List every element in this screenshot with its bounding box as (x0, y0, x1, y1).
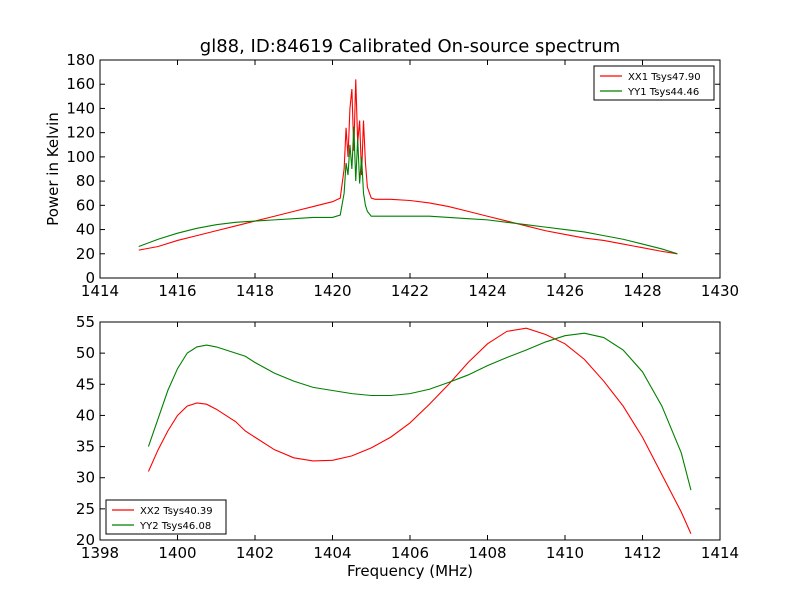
chart1-x-tick-label: 1428 (623, 282, 661, 300)
chart1-y-tick-label: 80 (76, 172, 95, 190)
chart1-y-tick-label: 40 (76, 221, 95, 239)
chart2-y-tick-label: 30 (76, 469, 95, 487)
chart1-x-tick-label: 1416 (158, 282, 196, 300)
chart2-y-tick-label: 50 (76, 344, 95, 362)
chart1-y-tick-label: 100 (66, 148, 95, 166)
chart1-legend-box (593, 65, 715, 101)
chart1-x-tick-label: 1420 (313, 282, 351, 300)
chart2-x-tick-label: 1408 (468, 544, 506, 562)
chart1-legend: XX1 Tsys47.90 YY1 Tsys44.46 (593, 65, 715, 101)
chart1-x-tick-label: 1426 (546, 282, 584, 300)
chart1-y-tick-label: 140 (66, 99, 95, 117)
chart1-y-axis-label: Power in Kelvin (44, 112, 62, 226)
chart1-panel: 1414 1416 1418 1420 1422 1424 1426 1428 1430 0 20 4… (44, 36, 739, 300)
chart1-series-2-line (138, 126, 678, 255)
chart2-panel: 1398 1400 1402 1404 1406 1408 1410 1412 1414 20 25… (76, 313, 739, 580)
chart2-x-tick-label: 1410 (546, 544, 584, 562)
chart1-x-tick-label: 1424 (468, 282, 506, 300)
chart1-x-tick-label: 1422 (391, 282, 429, 300)
chart2-legend-box (105, 499, 227, 535)
chart2-x-tick-label: 1414 (701, 544, 739, 562)
chart2-y-tick-label: 25 (76, 500, 95, 518)
chart2-y-tick-label: 45 (76, 375, 95, 393)
chart2-x-tick-label: 1412 (623, 544, 661, 562)
chart2-series-2-line (147, 332, 692, 491)
chart2-x-tick-label: 1404 (313, 544, 351, 562)
chart1-x-tick-label: 1414 (81, 282, 119, 300)
chart1-title: gl88, ID:84619 Calibrated On-source spec… (200, 36, 620, 57)
chart2-series-1-line (147, 327, 692, 534)
chart2-y-tick-label: 35 (76, 438, 95, 456)
chart1-series-1-line (138, 79, 678, 255)
chart2-x-tick-label: 1400 (158, 544, 196, 562)
chart2-y-tick-label: 20 (76, 531, 95, 549)
chart2-legend-label-2: YY2 Tsys46.08 (139, 521, 211, 532)
chart2-x-tick-label: 1402 (236, 544, 274, 562)
chart2-y-tick-label: 55 (76, 313, 95, 331)
chart1-x-tick-label: 1418 (236, 282, 274, 300)
chart1-y-tick-label: 0 (85, 269, 95, 287)
chart2-x-axis-label: Frequency (MHz) (347, 562, 473, 580)
chart2-y-tick-label: 40 (76, 406, 95, 424)
chart2-x-tick-label: 1398 (81, 544, 119, 562)
chart2-legend-label-1: XX2 Tsys40.39 (140, 506, 213, 517)
chart1-y-tick-label: 160 (66, 75, 95, 93)
chart1-legend-label-1: XX1 Tsys47.90 (628, 72, 701, 83)
chart1-y-tick-label: 20 (76, 245, 95, 263)
chart1-x-tick-label: 1430 (701, 282, 739, 300)
chart1-legend-label-2: YY1 Tsys44.46 (627, 87, 699, 98)
chart1-y-tick-label: 60 (76, 196, 95, 214)
chart1-y-tick-label: 180 (66, 51, 95, 69)
chart2-x-tick-label: 1406 (391, 544, 429, 562)
chart1-y-tick-label: 120 (66, 124, 95, 142)
chart2-legend: XX2 Tsys40.39 YY2 Tsys46.08 (105, 499, 227, 535)
